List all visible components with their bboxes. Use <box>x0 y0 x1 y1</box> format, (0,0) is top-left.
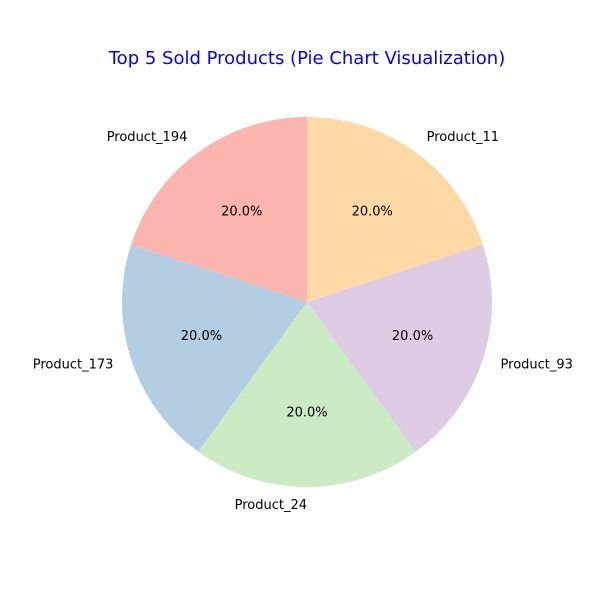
pie-slices <box>122 117 493 487</box>
pct-label-product-24: 20.0% <box>286 406 327 421</box>
pie-labels: Product_194 20.0% Product_173 20.0% Product_… <box>33 130 573 513</box>
pct-label-product-11: 20.0% <box>352 205 393 220</box>
pie-slice-product-93 <box>307 244 493 452</box>
pct-label-product-173: 20.0% <box>181 329 222 344</box>
pct-label-product-93: 20.0% <box>392 329 433 344</box>
slice-label-product-11: Product_11 <box>427 130 499 145</box>
pie-slice-product-24 <box>198 302 416 487</box>
chart-title: Top 5 Sold Products (Pie Chart Visualiza… <box>108 48 505 69</box>
pct-label-product-194: 20.0% <box>221 205 262 220</box>
slice-label-product-194: Product_194 <box>107 130 188 145</box>
slice-label-product-24: Product_24 <box>235 498 307 513</box>
slice-label-product-93: Product_93 <box>501 357 573 372</box>
pie-slice-product-173 <box>122 244 307 452</box>
pie-slice-product-11 <box>307 117 483 302</box>
slice-label-product-173: Product_173 <box>33 357 114 372</box>
pie-slice-product-194 <box>131 117 307 302</box>
